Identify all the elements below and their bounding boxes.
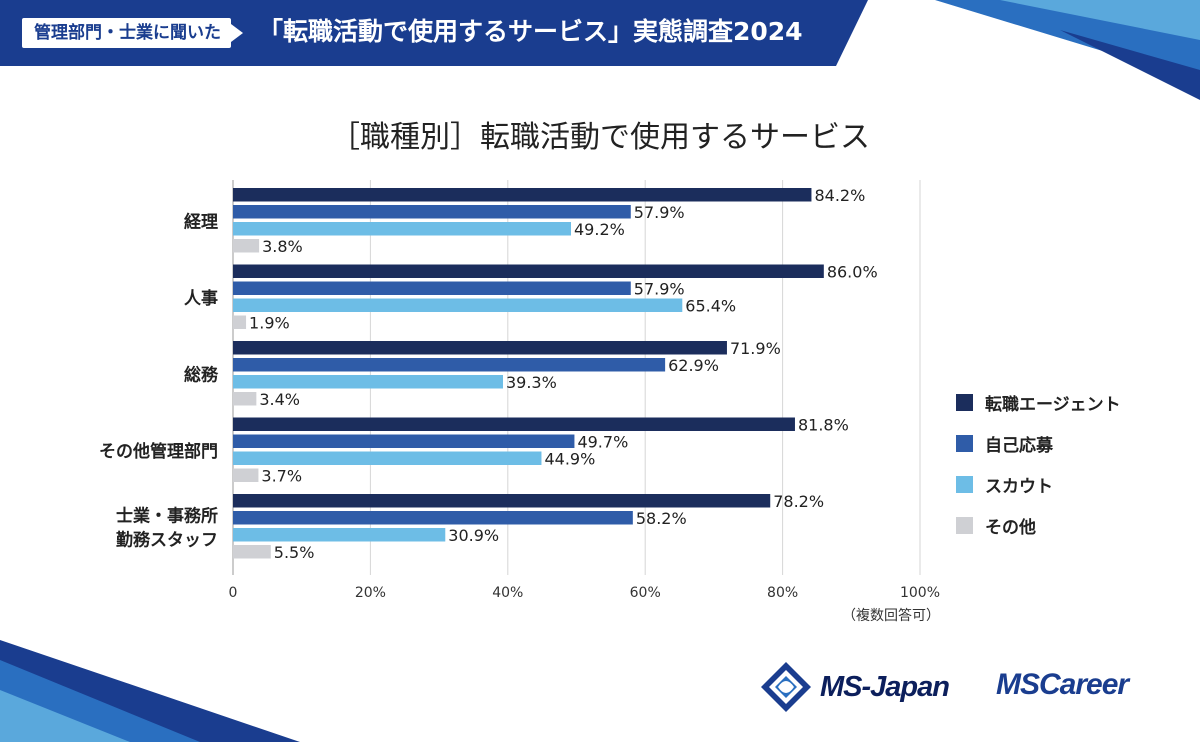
bar-4-1 bbox=[233, 511, 633, 525]
bar-value-label-4-2: 30.9% bbox=[448, 526, 499, 545]
legend: 転職エージェント 自己応募 スカウト その他 bbox=[956, 392, 1121, 556]
bar-1-2 bbox=[233, 298, 683, 312]
bar-value-label-0-1: 57.9% bbox=[634, 203, 685, 222]
bar-4-3 bbox=[233, 545, 271, 559]
bar-value-label-3-1: 49.7% bbox=[577, 433, 628, 452]
legend-label-self: 自己応募 bbox=[985, 435, 1053, 456]
bar-2-0 bbox=[233, 341, 727, 355]
msjapan-logo: MS-Japan bbox=[760, 660, 950, 714]
header-background bbox=[0, 0, 868, 66]
category-label-4-1: 勤務スタッフ bbox=[116, 529, 218, 550]
header-stripe-right-2 bbox=[1000, 0, 1200, 40]
legend-swatch-scout bbox=[956, 475, 973, 493]
legend-item-other: その他 bbox=[956, 515, 1121, 538]
legend-label-scout: スカウト bbox=[985, 476, 1053, 497]
category-label-3-0: その他管理部門 bbox=[99, 441, 218, 462]
footer-stripe-left-3 bbox=[0, 690, 130, 742]
bar-0-3 bbox=[233, 239, 260, 253]
x-tick-label-4: 80% bbox=[767, 585, 798, 601]
legend-label-agent: 転職エージェント bbox=[985, 394, 1121, 415]
legend-swatch-agent bbox=[956, 393, 973, 411]
bar-value-label-4-3: 5.5% bbox=[274, 543, 315, 562]
bar-value-label-0-3: 3.8% bbox=[262, 237, 303, 256]
bar-value-label-4-1: 58.2% bbox=[636, 509, 687, 528]
x-tick-label-2: 40% bbox=[492, 585, 523, 601]
bar-1-1 bbox=[233, 281, 631, 295]
bar-value-label-2-3: 3.4% bbox=[259, 390, 300, 409]
legend-swatch-self bbox=[956, 434, 973, 452]
category-label-0-0: 経理 bbox=[184, 211, 218, 232]
bar-value-label-1-2: 65.4% bbox=[685, 297, 736, 316]
bar-3-3 bbox=[233, 468, 259, 482]
bar-0-1 bbox=[233, 205, 631, 219]
category-label-1-0: 人事 bbox=[184, 289, 218, 309]
bar-1-0 bbox=[233, 264, 824, 278]
bar-value-label-0-0: 84.2% bbox=[814, 186, 865, 205]
header-badge: 管理部門・士業に聞いた bbox=[22, 18, 243, 48]
x-tick-label-3: 60% bbox=[630, 585, 661, 601]
bar-value-label-1-3: 1.9% bbox=[249, 314, 290, 333]
msjapan-logo-icon bbox=[761, 662, 811, 712]
bar-3-2 bbox=[233, 451, 542, 465]
multiple-answers-note: （複数回答可） bbox=[842, 608, 940, 624]
header-bar: 管理部門・士業に聞いた 「転職活動で使用するサービス」実態調査2024 bbox=[0, 0, 1200, 66]
bar-value-label-2-2: 39.3% bbox=[506, 373, 557, 392]
category-label-2-0: 総務 bbox=[184, 364, 219, 385]
bar-value-label-4-0: 78.2% bbox=[773, 492, 824, 511]
legend-swatch-other bbox=[956, 516, 973, 534]
bar-value-label-3-3: 3.7% bbox=[261, 467, 302, 486]
bar-value-label-3-0: 81.8% bbox=[798, 416, 849, 435]
bar-4-0 bbox=[233, 494, 771, 508]
header-stripe-right-3 bbox=[1060, 30, 1200, 100]
bar-value-label-0-2: 49.2% bbox=[574, 220, 625, 239]
header-title: 「転職活動で使用するサービス」実態調査2024 bbox=[258, 17, 803, 46]
bar-value-label-1-0: 86.0% bbox=[827, 263, 878, 282]
legend-label-other: その他 bbox=[985, 517, 1036, 538]
msjapan-logo-text: MS-Japan bbox=[820, 670, 950, 703]
bar-1-3 bbox=[233, 315, 247, 329]
category-label-4-0: 士業・事務所 bbox=[116, 505, 218, 526]
legend-item-agent: 転職エージェント bbox=[956, 392, 1121, 415]
bar-0-2 bbox=[233, 222, 572, 236]
x-tick-label-1: 20% bbox=[355, 585, 386, 601]
bar-value-label-2-1: 62.9% bbox=[668, 356, 719, 375]
bar-3-0 bbox=[233, 417, 795, 431]
bar-0-0 bbox=[233, 188, 812, 202]
x-tick-label-5: 100% bbox=[900, 585, 940, 601]
x-tick-label-0: 0 bbox=[229, 585, 238, 601]
legend-item-self: 自己応募 bbox=[956, 433, 1121, 456]
bar-2-3 bbox=[233, 392, 257, 406]
bar-value-label-3-2: 44.9% bbox=[544, 450, 595, 469]
bar-2-1 bbox=[233, 358, 666, 372]
bar-value-label-2-0: 71.9% bbox=[730, 339, 781, 358]
chart-title: ［職種別］転職活動で使用するサービス bbox=[330, 120, 870, 155]
bar-2-2 bbox=[233, 375, 503, 389]
bar-4-2 bbox=[233, 528, 446, 542]
bar-3-1 bbox=[233, 434, 575, 448]
legend-item-scout: スカウト bbox=[956, 474, 1121, 497]
mscareer-logo: MSCareer bbox=[996, 668, 1129, 701]
bar-value-label-1-1: 57.9% bbox=[634, 280, 685, 299]
